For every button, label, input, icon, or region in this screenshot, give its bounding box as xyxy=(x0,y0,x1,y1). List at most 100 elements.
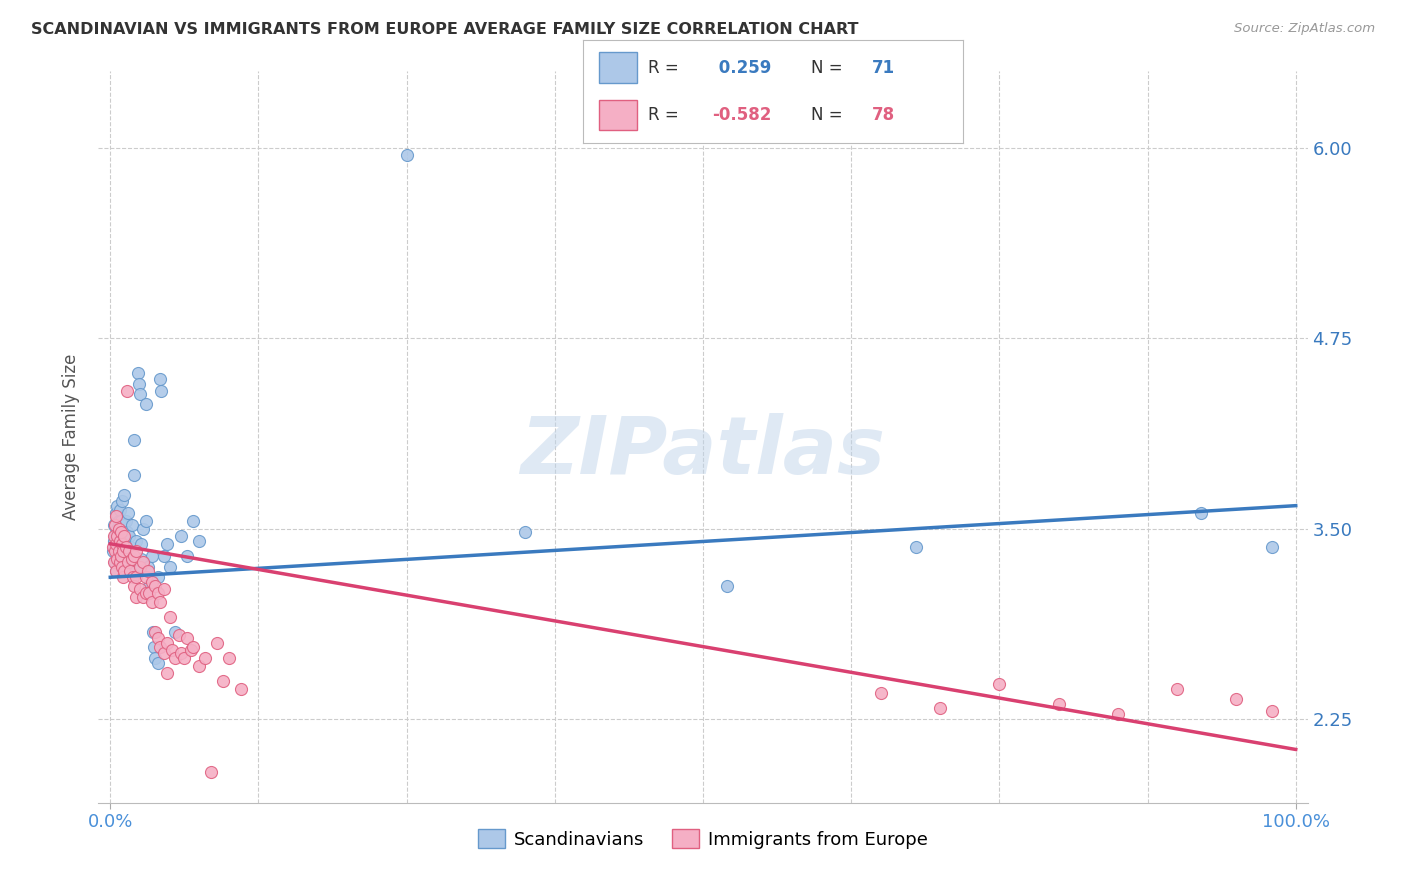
Point xyxy=(143,640,166,655)
Point xyxy=(105,506,128,520)
Point xyxy=(105,544,128,558)
Point xyxy=(125,544,148,558)
Point xyxy=(156,666,179,681)
Point xyxy=(105,499,128,513)
Point xyxy=(156,537,179,551)
Point xyxy=(114,533,136,548)
Point xyxy=(181,514,204,528)
Point xyxy=(122,468,145,483)
Text: ZIPatlas: ZIPatlas xyxy=(520,413,886,491)
Point xyxy=(107,544,129,558)
Y-axis label: Average Family Size: Average Family Size xyxy=(62,354,80,520)
Point xyxy=(135,514,157,528)
Point xyxy=(114,488,136,502)
Point xyxy=(110,544,132,558)
Point xyxy=(112,540,135,554)
Point xyxy=(114,549,136,563)
Point xyxy=(138,585,160,599)
Point xyxy=(1225,692,1247,706)
Legend: Scandinavians, Immigrants from Europe: Scandinavians, Immigrants from Europe xyxy=(471,822,935,856)
Point xyxy=(127,366,149,380)
Point xyxy=(107,521,129,535)
Point xyxy=(129,537,152,551)
Point xyxy=(120,540,142,554)
Point xyxy=(146,585,169,599)
Point xyxy=(229,681,252,696)
Point xyxy=(1189,506,1212,520)
Point xyxy=(1047,697,1070,711)
Text: SCANDINAVIAN VS IMMIGRANTS FROM EUROPE AVERAGE FAMILY SIZE CORRELATION CHART: SCANDINAVIAN VS IMMIGRANTS FROM EUROPE A… xyxy=(31,22,859,37)
Point xyxy=(105,529,128,543)
Point xyxy=(125,570,148,584)
Point xyxy=(188,533,211,548)
Point xyxy=(128,376,150,391)
Point xyxy=(149,372,172,386)
Point xyxy=(103,529,125,543)
Point xyxy=(103,518,125,533)
Point xyxy=(165,625,187,640)
Point xyxy=(111,559,134,574)
Point xyxy=(122,579,145,593)
Point xyxy=(135,570,157,584)
Point xyxy=(146,656,169,670)
Point xyxy=(103,555,125,569)
Point xyxy=(141,594,163,608)
Point xyxy=(111,494,134,508)
Point xyxy=(132,555,155,569)
Point xyxy=(988,677,1011,691)
Point xyxy=(138,579,160,593)
Point xyxy=(121,570,143,584)
Point xyxy=(105,521,128,535)
Point xyxy=(122,549,145,563)
Point xyxy=(111,529,134,543)
Text: Source: ZipAtlas.com: Source: ZipAtlas.com xyxy=(1234,22,1375,36)
Point xyxy=(107,552,129,566)
Text: 78: 78 xyxy=(872,106,896,124)
Point xyxy=(117,506,139,520)
Point xyxy=(170,529,193,543)
Point xyxy=(104,518,127,533)
Text: -0.582: -0.582 xyxy=(713,106,772,124)
Point xyxy=(142,625,165,640)
Point xyxy=(118,529,141,543)
Point xyxy=(156,636,179,650)
Point xyxy=(136,564,159,578)
Point xyxy=(141,574,163,589)
Point xyxy=(115,384,138,399)
Point xyxy=(143,579,166,593)
Point xyxy=(129,582,152,597)
Point xyxy=(105,564,128,578)
Point xyxy=(135,396,157,410)
Point xyxy=(146,632,169,646)
Point xyxy=(129,552,152,566)
Point xyxy=(132,521,155,535)
Point xyxy=(1261,540,1284,554)
Point xyxy=(125,533,148,548)
Point xyxy=(146,570,169,584)
Point xyxy=(104,529,127,543)
Point xyxy=(110,514,132,528)
Point xyxy=(173,651,195,665)
Point xyxy=(180,643,202,657)
Point xyxy=(101,540,124,554)
Point xyxy=(120,564,142,578)
Point xyxy=(129,387,152,401)
Point xyxy=(112,570,135,584)
Point xyxy=(104,544,127,558)
Point xyxy=(111,537,134,551)
Point xyxy=(149,594,172,608)
Point xyxy=(141,549,163,563)
Point xyxy=(136,559,159,574)
Point xyxy=(104,555,127,569)
Point xyxy=(125,564,148,578)
Point xyxy=(110,549,132,563)
Point xyxy=(135,585,157,599)
Point xyxy=(159,610,181,624)
Text: N =: N = xyxy=(811,106,848,124)
Point xyxy=(218,651,240,665)
Text: R =: R = xyxy=(648,106,685,124)
Point xyxy=(205,636,228,650)
Point xyxy=(1107,707,1129,722)
Point xyxy=(117,555,139,569)
Point xyxy=(129,559,152,574)
